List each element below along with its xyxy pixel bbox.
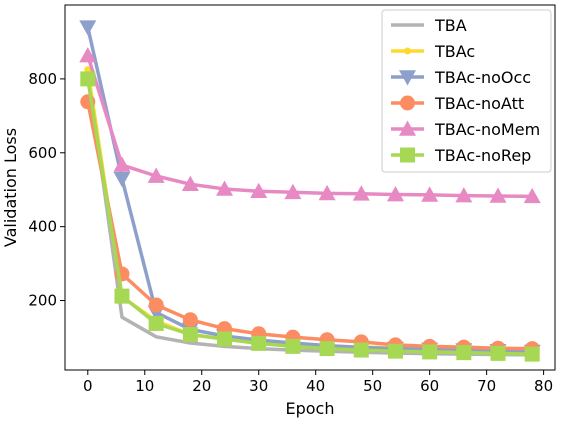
tbac-norep-point <box>251 335 267 351</box>
x-tick-label: 0 <box>83 377 93 395</box>
y-tick-label: 200 <box>28 292 57 310</box>
tbac-norep-point <box>387 343 403 359</box>
series-tbac-nomem <box>79 47 541 204</box>
tbac-nomem-point <box>318 184 336 201</box>
legend-label: TBAc-noAtt <box>434 94 524 113</box>
tbac-norep-point <box>148 315 164 331</box>
legend-item-tbac-noocc: TBAc-noOcc <box>391 68 531 87</box>
legend-label: TBAc-noOcc <box>434 68 531 87</box>
legend-item-tbac-norep: TBAc-noRep <box>391 146 531 165</box>
legend-tbac-noatt-point <box>400 95 415 111</box>
tbac-nomem-point <box>147 167 165 183</box>
legend-item-tbac: TBAc <box>391 42 475 61</box>
tbac-norep-point <box>524 346 540 362</box>
tbac-nomem-point <box>284 183 302 200</box>
tbac-nomem-point <box>79 47 97 63</box>
tbac-noocc-point <box>113 171 131 188</box>
ticks-layer: 0 10 20 30 40 50 60 70 80 200 400 600 800 <box>28 70 553 395</box>
y-tick-label: 400 <box>28 218 57 236</box>
legend-item-tbac-nomem: TBAc-noMem <box>391 120 540 139</box>
tbac-norep-point <box>456 345 472 361</box>
axes-frame <box>64 4 556 371</box>
tbac-nomem-point <box>523 187 541 204</box>
legend-item-tbac-noatt: TBAc-noAtt <box>391 94 524 113</box>
tbac-norep-point <box>490 345 506 361</box>
y-axis-label: Validation Loss <box>1 128 20 247</box>
tbac-norep-point <box>422 344 438 360</box>
x-tick-label: 20 <box>192 377 211 395</box>
tbac-noocc-point <box>79 20 97 36</box>
legend-box <box>381 9 552 173</box>
x-tick-label: 50 <box>363 377 382 395</box>
tbac-nomem-point <box>421 186 439 202</box>
legend-tbac-nomem-point <box>399 120 416 136</box>
legend-label: TBA <box>434 16 467 35</box>
legend: TBA TBAc TBAc-noOcc TBAc-noAtt TBAc-noMem TBA… <box>381 9 552 173</box>
x-tick-label: 10 <box>135 377 154 395</box>
series-tbac-norep <box>80 71 540 362</box>
tbac-norep-point <box>217 331 233 347</box>
tbac-norep-point <box>353 342 369 358</box>
legend-label: TBAc-noMem <box>434 120 540 139</box>
tbac-nomem-point <box>352 185 370 201</box>
legend-tbac-point <box>404 47 411 55</box>
x-tick-label: 60 <box>420 377 439 395</box>
tbac-noatt-point <box>148 297 164 313</box>
legend-label: TBAc <box>434 42 475 61</box>
tbac-nomem-point <box>386 186 404 202</box>
x-tick-label: 80 <box>534 377 553 395</box>
tbac-nomem-line <box>86 55 533 199</box>
x-axis-label: Epoch <box>286 399 335 418</box>
tbac-norep-point <box>114 288 130 304</box>
legend-tbac-norep-point <box>400 147 415 163</box>
tbac-nomem-point <box>113 156 131 172</box>
x-tick-label: 70 <box>477 377 496 395</box>
y-tick-label: 800 <box>28 70 57 88</box>
legend-item-tba: TBA <box>391 16 467 35</box>
tbac-nomem-point <box>216 180 234 196</box>
legend-tbac-noocc-point <box>399 70 416 86</box>
tbac-nomem-point <box>489 187 507 203</box>
tbac-nomem-point <box>455 187 473 203</box>
tbac-nomem-point <box>181 175 199 191</box>
y-tick-label: 600 <box>28 144 57 162</box>
tbac-norep-point <box>319 341 335 357</box>
tbac-noatt-point <box>182 312 198 328</box>
x-tick-label: 30 <box>249 377 268 395</box>
x-tick-label: 40 <box>306 377 325 395</box>
legend-label: TBAc-noRep <box>434 146 531 165</box>
tbac-norep-point <box>285 338 301 354</box>
series-layer <box>79 20 541 362</box>
tbac-norep-point <box>182 327 198 343</box>
tbac-nomem-point <box>250 182 268 198</box>
tbac-norep-point <box>80 71 96 87</box>
